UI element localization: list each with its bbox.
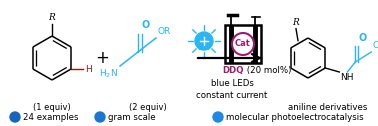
Circle shape xyxy=(213,112,223,122)
Text: R: R xyxy=(49,13,55,22)
Text: O: O xyxy=(141,20,149,30)
Bar xyxy=(225,25,261,63)
Text: +: + xyxy=(95,49,109,67)
Text: (1 equiv): (1 equiv) xyxy=(33,103,71,113)
Circle shape xyxy=(195,32,213,50)
Text: molecular photoelectrocatalysis: molecular photoelectrocatalysis xyxy=(226,113,364,121)
Text: (20 mol%): (20 mol%) xyxy=(244,67,291,75)
Text: H: H xyxy=(85,65,92,73)
Circle shape xyxy=(95,112,105,122)
Text: O: O xyxy=(358,33,367,43)
Text: 24 examples: 24 examples xyxy=(23,113,79,121)
Text: (2 equiv): (2 equiv) xyxy=(129,103,167,113)
Circle shape xyxy=(10,112,20,122)
Text: H$_2$N: H$_2$N xyxy=(99,68,118,81)
Text: OR: OR xyxy=(157,27,170,36)
Text: aniline derivatives: aniline derivatives xyxy=(288,103,368,113)
Text: Cat: Cat xyxy=(235,39,251,49)
Circle shape xyxy=(232,33,254,55)
Text: blue LEDs: blue LEDs xyxy=(211,78,253,87)
Text: OR: OR xyxy=(372,41,378,50)
Text: R: R xyxy=(293,18,299,27)
Text: DDQ: DDQ xyxy=(222,67,243,75)
Text: gram scale: gram scale xyxy=(108,113,156,121)
Text: NH: NH xyxy=(340,73,354,82)
Text: constant current: constant current xyxy=(196,90,268,100)
